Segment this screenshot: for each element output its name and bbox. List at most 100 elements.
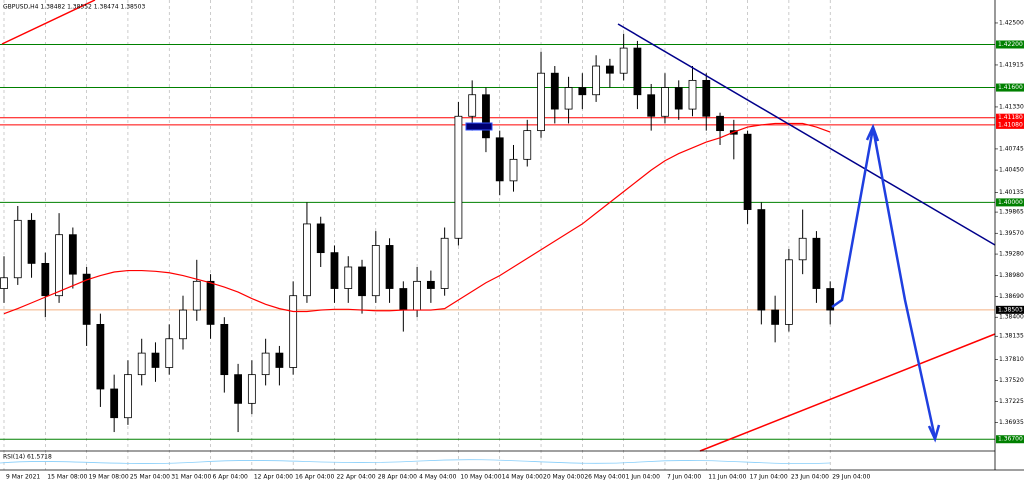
candle-body [550, 72, 559, 110]
candle-body [344, 266, 353, 289]
candle-body [743, 133, 752, 210]
arrow-head [865, 123, 880, 142]
candle-body [82, 273, 91, 325]
candle-body [784, 259, 793, 325]
y-tick-label: 1.41915 [999, 61, 1024, 68]
arrow-head [927, 424, 941, 443]
x-tick-label: 4 May 04:00 [419, 474, 457, 481]
x-tick-label: 15 Mar 08:00 [47, 474, 87, 481]
candle-body [468, 94, 477, 117]
x-tick-label: 19 Mar 08:00 [89, 474, 129, 481]
candle-body [413, 280, 422, 311]
candle-body [275, 352, 284, 368]
x-tick-label: 17 Jun 04:00 [750, 474, 788, 481]
level-box [996, 120, 1024, 129]
y-tick-label: 1.37810 [999, 356, 1024, 363]
y-tick-label: 1.38400 [999, 314, 1024, 321]
x-tick-label: 25 Mar 04:00 [130, 474, 170, 481]
candle-body [179, 309, 187, 340]
candle-body [234, 374, 242, 404]
candle-body [757, 209, 766, 311]
x-tick-label: 12 Apr 04:00 [254, 474, 293, 481]
candle-body [289, 295, 298, 368]
candle-body [702, 79, 711, 117]
candle-body [674, 87, 683, 110]
candle-body [192, 280, 201, 311]
candle-body [303, 223, 311, 297]
x-tick-label: 26 May 04:00 [584, 474, 625, 481]
candle-body [247, 374, 256, 404]
candles [0, 33, 835, 433]
candle-body [482, 94, 490, 139]
y-tick-label: 1.39280 [999, 251, 1024, 258]
candle-body [399, 288, 408, 311]
candle-body [27, 219, 36, 264]
y-tick-label: 1.38690 [999, 293, 1024, 300]
x-tick-label: 9 Mar 2021 [6, 474, 40, 481]
candle-body [440, 237, 449, 289]
y-tick-label: 1.38980 [999, 272, 1024, 279]
x-tick-label: 23 Jun 04:00 [791, 474, 829, 481]
x-tick-label: 6 Apr 04:00 [213, 474, 248, 481]
level-label: 1.36700 [998, 436, 1023, 443]
candle-body [688, 79, 697, 110]
candle-body [316, 223, 325, 254]
candle-body [110, 388, 119, 419]
candle-body [220, 324, 229, 376]
x-tick-label: 29 Jun 04:00 [832, 474, 870, 481]
level-label: 1.40000 [998, 199, 1023, 206]
y-tick-label: 1.40450 [999, 167, 1024, 174]
chart-title: GBPUSD,H4 1.38482 1.38552 1.38474 1.3850… [3, 4, 145, 11]
candle-body [716, 115, 724, 132]
candle-body [68, 234, 77, 275]
candle-body [124, 374, 132, 419]
candle-body [647, 94, 656, 117]
level-label: 1.41180 [998, 114, 1023, 121]
y-tick-label: 1.42500 [999, 19, 1024, 26]
rsi-line-decoration [0, 459, 831, 465]
y-tick-label: 1.36935 [999, 419, 1024, 426]
y-tick-label: 1.41330 [999, 103, 1024, 110]
candle-body [537, 72, 545, 132]
candle-body [426, 280, 435, 289]
candle-body [454, 115, 463, 239]
grid [3, 0, 831, 470]
candle-body [661, 87, 669, 117]
x-tick-label: 11 Jun 04:00 [708, 474, 746, 481]
candle-body [96, 324, 105, 390]
candle-body [261, 352, 270, 376]
level-label: 1.41080 [998, 121, 1023, 128]
candle-body [523, 130, 532, 160]
y-tick-label: 1.37520 [999, 377, 1024, 384]
candle-body [330, 252, 339, 289]
candle-body [826, 288, 835, 311]
x-tick-label: 31 Mar 04:00 [171, 474, 211, 481]
x-tick-label: 7 Jun 04:00 [667, 474, 701, 481]
candle-body [371, 245, 380, 297]
x-tick-label: 16 Apr 04:00 [295, 474, 334, 481]
candle-body [633, 47, 642, 96]
candle-body [495, 137, 504, 182]
candle-body [619, 47, 628, 74]
trend-line [699, 333, 996, 452]
y-tick-label: 1.39570 [999, 230, 1024, 237]
level-box [996, 305, 1024, 314]
candle-body [509, 158, 518, 182]
candle-body [592, 65, 601, 96]
level-box [996, 113, 1024, 122]
level-label: 1.42200 [998, 41, 1023, 48]
x-tick-label: 14 May 04:00 [502, 474, 543, 481]
level-box [996, 435, 1024, 444]
candle-body [578, 87, 587, 96]
candle-body [812, 237, 821, 289]
level-box [996, 198, 1024, 207]
candle-body [151, 352, 160, 368]
level-box [996, 83, 1024, 92]
moving-average [3, 122, 831, 315]
candle-body [13, 219, 22, 279]
y-tick-label: 1.40745 [999, 145, 1024, 152]
level-label: 1.41600 [998, 84, 1023, 91]
level-box [996, 40, 1024, 49]
